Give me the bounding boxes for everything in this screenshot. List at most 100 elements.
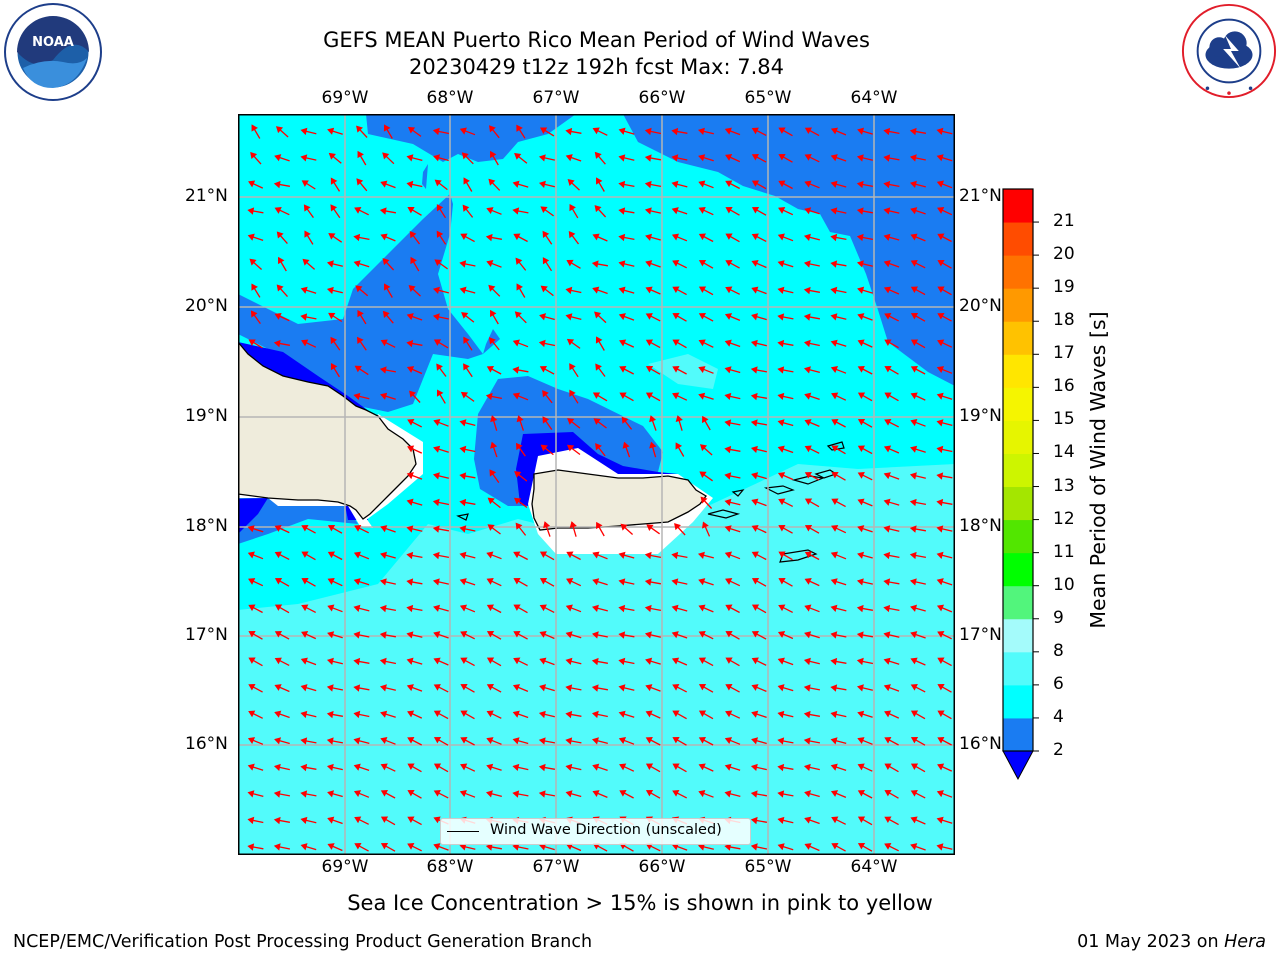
wind-arrow-head bbox=[777, 763, 785, 772]
wind-arrow-head bbox=[539, 313, 547, 321]
wind-arrow-head bbox=[619, 339, 627, 347]
wind-arrow-head bbox=[936, 445, 944, 454]
wind-arrow-head bbox=[433, 843, 441, 851]
wind-arrow-head bbox=[672, 339, 680, 346]
wind-arrow-head bbox=[618, 313, 626, 321]
wind-arrow-head bbox=[857, 737, 865, 744]
wind-arrow-head bbox=[751, 313, 759, 321]
wind-arrow-head bbox=[937, 631, 945, 638]
wind-arrow-head bbox=[777, 366, 785, 374]
map-legend: Wind Wave Direction (unscaled) bbox=[440, 818, 751, 845]
wind-arrow-head bbox=[516, 124, 523, 132]
wind-arrow-head bbox=[490, 150, 497, 159]
wind-arrow-head bbox=[248, 710, 256, 718]
wind-arrow-head bbox=[595, 443, 602, 451]
wind-arrow-head bbox=[910, 789, 918, 797]
wind-arrow-head bbox=[937, 207, 945, 214]
wind-arrow-head bbox=[434, 259, 442, 267]
wind-arrow-head bbox=[486, 551, 494, 559]
wind-arrow-head bbox=[621, 416, 629, 424]
wind-arrow-head bbox=[247, 843, 255, 851]
footer-credit: NCEP/EMC/Verification Post Processing Pr… bbox=[13, 932, 593, 952]
wind-arrow-head bbox=[937, 657, 945, 665]
wind-arrow-head bbox=[407, 207, 415, 214]
wind-arrow-head bbox=[671, 207, 679, 215]
colorbar-frame bbox=[1002, 188, 1034, 752]
wind-arrow-head bbox=[672, 365, 680, 373]
wind-arrow-head bbox=[857, 789, 866, 797]
wind-arrow-head bbox=[672, 260, 680, 267]
wind-arrow-head bbox=[330, 177, 338, 185]
wind-arrow-head bbox=[857, 365, 865, 373]
wind-arrow-head bbox=[382, 152, 390, 160]
wind-arrow-head bbox=[910, 657, 918, 665]
wind-arrow-head bbox=[566, 259, 574, 267]
wind-arrow-head bbox=[540, 206, 548, 214]
wind-arrow-head bbox=[702, 415, 709, 424]
wind-arrow-head bbox=[883, 498, 891, 506]
wind-arrow-head bbox=[512, 207, 520, 215]
colorbar-segment bbox=[1003, 486, 1033, 521]
wind-arrow-head bbox=[407, 843, 415, 850]
wind-arrow-head bbox=[488, 284, 496, 292]
wind-arrow-head bbox=[936, 551, 944, 559]
wind-arrow-head bbox=[406, 604, 414, 613]
wind-arrow-head bbox=[248, 657, 256, 664]
wind-arrow-head bbox=[724, 763, 732, 771]
wind-arrow-head bbox=[248, 684, 256, 691]
wind-arrow-head bbox=[380, 789, 389, 797]
wind-arrow-head bbox=[459, 578, 467, 586]
wind-arrow-head bbox=[326, 763, 334, 772]
wind-arrow-head bbox=[353, 551, 362, 559]
wind-arrow-head bbox=[724, 392, 732, 401]
wind-arrow-head bbox=[856, 604, 864, 613]
wind-arrow-head bbox=[883, 154, 891, 162]
wind-arrow-head bbox=[909, 578, 917, 586]
wind-arrow-head bbox=[910, 419, 918, 427]
wind-arrow-head bbox=[436, 204, 444, 212]
wind-arrow-head bbox=[302, 258, 310, 266]
lon-label: 64°W bbox=[850, 857, 898, 877]
wind-arrow-head bbox=[937, 763, 945, 771]
wind-arrow-head bbox=[857, 313, 865, 321]
wind-arrow-head bbox=[592, 790, 600, 798]
wind-arrow-head bbox=[698, 763, 706, 771]
wind-arrow-head bbox=[698, 604, 706, 612]
wind-arrow-head bbox=[406, 154, 414, 162]
wind-arrow-head bbox=[857, 445, 866, 453]
wind-arrow-head bbox=[937, 313, 945, 320]
wind-arrow-head bbox=[777, 657, 785, 665]
wind-arrow-head bbox=[248, 604, 256, 612]
wind-arrow-head bbox=[326, 710, 334, 719]
wind-arrow-head bbox=[645, 260, 653, 268]
wind-arrow-head bbox=[539, 657, 547, 665]
wind-arrow-head bbox=[565, 763, 573, 772]
wind-arrow-head bbox=[538, 180, 546, 188]
wind-arrow-head bbox=[778, 207, 786, 214]
wind-arrow-head bbox=[619, 365, 627, 373]
wind-arrow-head bbox=[515, 257, 523, 265]
wind-arrow-head bbox=[596, 177, 603, 185]
wind-arrow-head bbox=[672, 789, 680, 797]
wind-arrow-head bbox=[540, 444, 548, 452]
wind-arrow-head bbox=[830, 339, 838, 347]
wind-arrow-head bbox=[698, 154, 706, 162]
wind-arrow-head bbox=[406, 525, 414, 533]
wind-arrow-head bbox=[490, 309, 497, 318]
wind-arrow-head bbox=[356, 178, 364, 186]
wind-arrow-head bbox=[830, 154, 838, 162]
wind-arrow-head bbox=[804, 207, 812, 215]
wind-arrow-head bbox=[433, 763, 442, 771]
wind-arrow-head bbox=[618, 286, 626, 294]
wind-arrow-head bbox=[618, 207, 626, 215]
wind-arrow-head bbox=[645, 684, 653, 692]
wind-arrow-head bbox=[436, 389, 444, 397]
wind-arrow-head bbox=[778, 525, 786, 532]
wind-arrow-head bbox=[433, 657, 441, 665]
wind-arrow-head bbox=[910, 843, 918, 851]
wind-arrow-head bbox=[539, 684, 547, 692]
colorbar-tick-label: 8 bbox=[1053, 640, 1064, 661]
wind-arrow-head bbox=[514, 471, 522, 478]
wind-arrow-head bbox=[539, 630, 547, 638]
lon-label: 69°W bbox=[321, 857, 369, 877]
